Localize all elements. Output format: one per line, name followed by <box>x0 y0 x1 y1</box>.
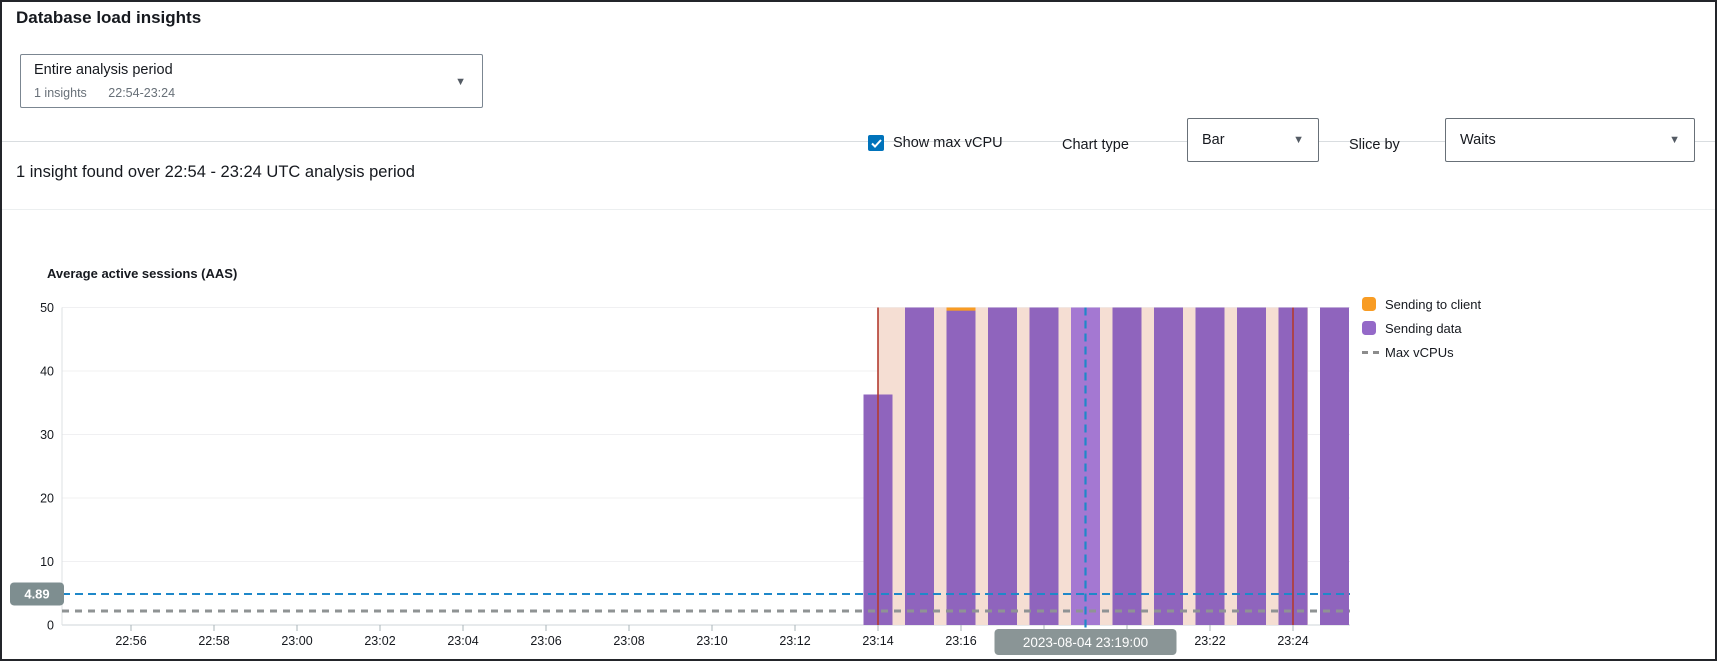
bar-sending-data-23:22[interactable] <box>1195 307 1225 626</box>
aas-chart: Average active sessions (AAS) Sending to… <box>2 210 1715 659</box>
y-tick-label: 40 <box>40 365 54 379</box>
chart-type-value: Bar <box>1202 132 1225 148</box>
bar-sending-data-23:21[interactable] <box>1154 307 1183 626</box>
slice-by-label: Slice by <box>1349 137 1400 153</box>
x-tick-label: 23:10 <box>696 634 727 648</box>
chevron-down-icon: ▼ <box>1669 133 1680 146</box>
legend-item-sending-data[interactable]: Sending data <box>1362 316 1481 340</box>
analysis-period-range: 22:54-23:24 <box>108 86 176 100</box>
x-tick-label: 23:02 <box>364 634 395 648</box>
x-tick-label: 22:58 <box>198 634 229 648</box>
slice-by-value: Waits <box>1460 132 1496 148</box>
bar-sending-data-23:25[interactable] <box>1320 307 1349 626</box>
x-tick-label: 23:12 <box>779 634 810 648</box>
legend-item-max-vcpus[interactable]: Max vCPUs <box>1362 340 1481 364</box>
bar-sending-data-23:20[interactable] <box>1112 307 1142 626</box>
bar-sending-data-23:18[interactable] <box>1029 307 1059 626</box>
checkbox-checked-icon[interactable] <box>868 135 884 151</box>
bar-sending-data-23:17[interactable] <box>988 307 1017 626</box>
legend-label: Sending data <box>1385 320 1462 336</box>
show-max-vcpu-toggle[interactable]: Show max vCPU <box>868 135 1003 151</box>
bar-sending-data-23:16[interactable] <box>946 307 976 626</box>
x-tick-label: 23:14 <box>862 634 893 648</box>
insight-summary-text: 1 insight found over 22:54 - 23:24 UTC a… <box>16 163 415 181</box>
avg-load-badge-value: 4.89 <box>24 586 49 601</box>
x-tick-label: 22:56 <box>115 634 146 648</box>
y-tick-label: 30 <box>40 428 54 442</box>
analysis-period-dropdown[interactable]: Entire analysis period 1 insights 22:54-… <box>20 54 483 108</box>
chart-type-select[interactable]: Bar ▼ <box>1187 118 1319 162</box>
analysis-period-subtext: 1 insights 22:54-23:24 <box>34 86 175 100</box>
controls-row: Entire analysis period 1 insights 22:54-… <box>2 42 1715 162</box>
dashed-line-swatch-icon <box>1362 350 1379 354</box>
bar-sending-data-23:23[interactable] <box>1237 307 1266 626</box>
page-title: Database load insights <box>16 8 202 27</box>
insight-summary-row: 1 insight found over 22:54 - 23:24 UTC a… <box>2 143 1715 210</box>
x-tick-label: 23:04 <box>447 634 478 648</box>
y-tick-label: 20 <box>40 492 54 506</box>
x-tick-label: 23:24 <box>1277 634 1308 648</box>
show-max-vcpu-label: Show max vCPU <box>893 135 1003 151</box>
chart-legend: Sending to client Sending data Max vCPUs <box>1362 292 1481 364</box>
x-tick-label: 23:16 <box>945 634 976 648</box>
bar-sending-to-client-23:16[interactable] <box>946 307 976 311</box>
x-tick-label: 23:22 <box>1194 634 1225 648</box>
analysis-period-value: Entire analysis period <box>34 62 173 78</box>
slice-by-select[interactable]: Waits ▼ <box>1445 118 1695 162</box>
legend-label: Sending to client <box>1385 296 1482 312</box>
y-tick-label: 50 <box>40 301 54 315</box>
chart-type-label: Chart type <box>1062 137 1129 153</box>
x-tick-label: 23:00 <box>281 634 312 648</box>
legend-label: Max vCPUs <box>1385 344 1454 360</box>
color-swatch-icon <box>1362 297 1376 311</box>
aas-chart-svg: 0 10 20 30 40 50 22:56 22:58 23:00 23:02 23:04 23:0… <box>10 301 1350 655</box>
avg-load-badge <box>10 582 64 606</box>
insights-count: 1 insights <box>34 86 87 100</box>
bar-sending-data-23:15[interactable] <box>905 307 934 626</box>
chart-title: Average active sessions (AAS) <box>47 266 238 281</box>
time-tooltip <box>994 629 1177 655</box>
y-tick-label: 0 <box>47 619 54 633</box>
time-tooltip-label: 2023-08-04 23:19:00 <box>1023 635 1148 650</box>
legend-item-sending-to-client[interactable]: Sending to client <box>1362 292 1481 316</box>
color-swatch-icon <box>1362 321 1376 335</box>
chevron-down-icon: ▼ <box>455 76 466 88</box>
y-tick-label: 10 <box>40 555 54 569</box>
x-tick-label: 23:06 <box>530 634 561 648</box>
chevron-down-icon: ▼ <box>1293 133 1304 146</box>
x-tick-label: 23:08 <box>613 634 644 648</box>
